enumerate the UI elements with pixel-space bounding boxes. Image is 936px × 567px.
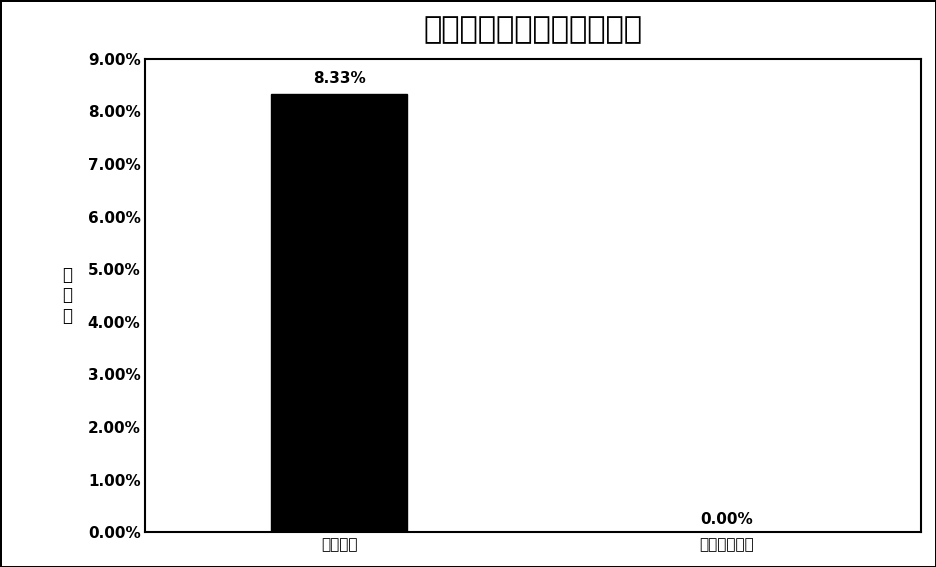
Text: 8.33%: 8.33% (313, 71, 366, 86)
Text: 0.00%: 0.00% (701, 512, 753, 527)
Bar (271, 94, 407, 532)
Y-axis label: 抑
制
率: 抑 制 率 (62, 266, 72, 325)
Title: 痰液前处理方法抑制率对比: 痰液前处理方法抑制率对比 (424, 15, 643, 44)
